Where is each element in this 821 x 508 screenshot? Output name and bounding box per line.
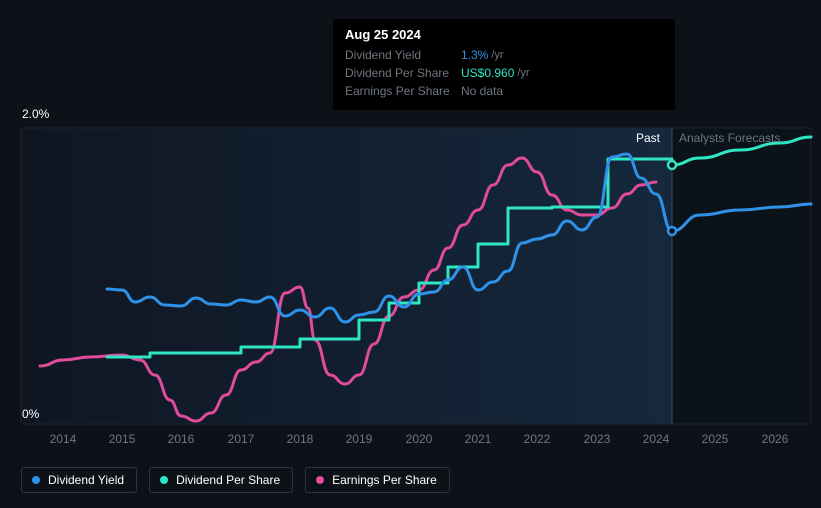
tooltip-label: Earnings Per Share <box>345 82 461 100</box>
tooltip-row: Dividend Per Share US$0.960 /yr <box>345 64 663 82</box>
legend-dot-icon <box>160 476 168 484</box>
x-axis-year-label: 2019 <box>346 432 373 446</box>
tooltip-unit: /yr <box>491 46 503 64</box>
legend-label: Dividend Per Share <box>176 473 280 487</box>
x-axis-year-label: 2022 <box>524 432 551 446</box>
chart-tooltip: Aug 25 2024 Dividend Yield 1.3% /yr Divi… <box>333 19 675 110</box>
legend-dot-icon <box>32 476 40 484</box>
tooltip-value: 1.3% <box>461 46 488 64</box>
legend-dot-icon <box>316 476 324 484</box>
tooltip-row: Earnings Per Share No data <box>345 82 663 100</box>
tooltip-label: Dividend Per Share <box>345 64 461 82</box>
y-axis-label-min: 0% <box>22 407 39 421</box>
tooltip-row: Dividend Yield 1.3% /yr <box>345 46 663 64</box>
tooltip-unit: /yr <box>517 64 529 82</box>
legend-item-dividend-yield[interactable]: Dividend Yield <box>21 467 137 493</box>
legend-label: Dividend Yield <box>48 473 124 487</box>
y-axis-label-max: 2.0% <box>22 107 49 121</box>
x-axis-year-label: 2024 <box>643 432 670 446</box>
x-axis-year-label: 2015 <box>109 432 136 446</box>
x-axis-year-label: 2016 <box>168 432 195 446</box>
x-axis-year-label: 2020 <box>406 432 433 446</box>
tooltip-date: Aug 25 2024 <box>345 27 663 42</box>
tooltip-value: No data <box>461 82 503 100</box>
legend-item-earnings-per-share[interactable]: Earnings Per Share <box>305 467 450 493</box>
x-axis-year-label: 2021 <box>465 432 492 446</box>
past-region-label: Past <box>636 131 660 145</box>
x-axis-year-label: 2026 <box>762 432 789 446</box>
x-axis-year-label: 2014 <box>50 432 77 446</box>
chart-legend: Dividend Yield Dividend Per Share Earnin… <box>21 467 450 493</box>
tooltip-label: Dividend Yield <box>345 46 461 64</box>
x-axis-year-label: 2017 <box>228 432 255 446</box>
legend-item-dividend-per-share[interactable]: Dividend Per Share <box>149 467 293 493</box>
x-axis-year-label: 2018 <box>287 432 314 446</box>
x-axis-year-label: 2025 <box>702 432 729 446</box>
tooltip-value: US$0.960 <box>461 64 514 82</box>
x-axis-year-label: 2023 <box>584 432 611 446</box>
forecast-region-label: Analysts Forecasts <box>679 131 780 145</box>
legend-label: Earnings Per Share <box>332 473 437 487</box>
